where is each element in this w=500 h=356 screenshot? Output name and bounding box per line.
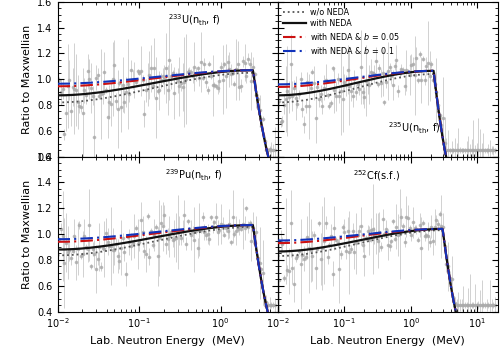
Text: $^{233}$U(n$_{\mathrm{th}}$, f): $^{233}$U(n$_{\mathrm{th}}$, f) bbox=[168, 13, 220, 28]
Text: $^{252}$Cf(s.f.): $^{252}$Cf(s.f.) bbox=[353, 168, 400, 183]
Text: $^{239}$Pu(n$_{\mathrm{th}}$, f): $^{239}$Pu(n$_{\mathrm{th}}$, f) bbox=[165, 168, 222, 183]
Y-axis label: Ratio to Maxwellian: Ratio to Maxwellian bbox=[22, 25, 32, 134]
Legend: w/o NEDA, with NEDA, with NEDA & $b$ = 0.05, with NEDA & $b$ = 0.1: w/o NEDA, with NEDA, with NEDA & $b$ = 0… bbox=[282, 6, 401, 57]
X-axis label: Lab. Neutron Energy  (MeV): Lab. Neutron Energy (MeV) bbox=[310, 336, 465, 346]
Text: $^{235}$U(n$_{\mathrm{th}}$, f): $^{235}$U(n$_{\mathrm{th}}$, f) bbox=[388, 121, 440, 136]
Y-axis label: Ratio to Maxwellian: Ratio to Maxwellian bbox=[22, 179, 32, 289]
X-axis label: Lab. Neutron Energy  (MeV): Lab. Neutron Energy (MeV) bbox=[90, 336, 245, 346]
